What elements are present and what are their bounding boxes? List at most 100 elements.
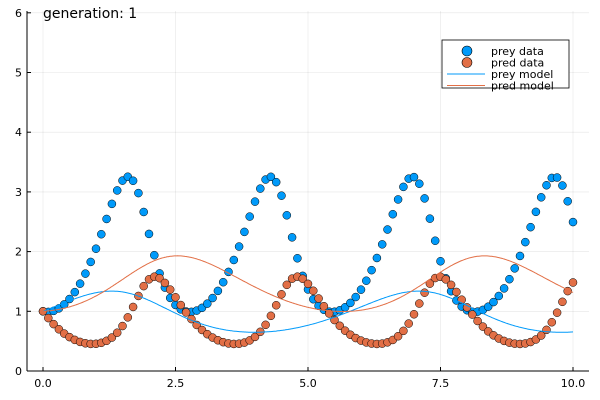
data-point bbox=[70, 287, 80, 297]
legend-label: prey model bbox=[491, 68, 553, 81]
data-point bbox=[165, 285, 175, 294]
data-point bbox=[415, 179, 424, 188]
legend-label: prey data bbox=[491, 45, 544, 58]
data-point bbox=[510, 264, 519, 273]
data-point bbox=[229, 255, 239, 265]
data-point bbox=[473, 316, 482, 326]
y-tick-label: 0 bbox=[15, 365, 22, 378]
model-line bbox=[42, 255, 574, 312]
data-point bbox=[563, 197, 572, 206]
data-point bbox=[213, 286, 223, 296]
data-point bbox=[266, 311, 276, 321]
data-point bbox=[287, 233, 297, 242]
data-point bbox=[430, 236, 440, 245]
x-tick-label: 2.5 bbox=[167, 377, 185, 390]
data-point bbox=[383, 225, 392, 234]
data-point bbox=[160, 278, 170, 288]
y-tick-label: 6 bbox=[15, 7, 22, 20]
data-point bbox=[489, 297, 498, 307]
data-point bbox=[314, 294, 323, 303]
data-point bbox=[441, 275, 451, 284]
data-point bbox=[399, 182, 408, 192]
data-point bbox=[176, 300, 186, 310]
data-point bbox=[118, 321, 127, 331]
data-point bbox=[134, 188, 143, 198]
data-point bbox=[372, 253, 382, 263]
data-point bbox=[218, 277, 228, 287]
data-point bbox=[542, 181, 551, 190]
y-tick-label: 3 bbox=[15, 186, 22, 199]
y-tick-label: 1 bbox=[15, 305, 22, 318]
data-point bbox=[409, 310, 419, 319]
data-point bbox=[356, 285, 366, 294]
data-point bbox=[409, 172, 419, 182]
data-point bbox=[245, 212, 254, 221]
data-point bbox=[112, 186, 122, 195]
data-point bbox=[468, 310, 477, 319]
data-point bbox=[49, 319, 58, 329]
data-point bbox=[478, 322, 488, 331]
data-point bbox=[155, 273, 164, 283]
data-point bbox=[404, 319, 413, 328]
data-point bbox=[446, 280, 456, 290]
data-point bbox=[181, 308, 191, 317]
data-point bbox=[271, 177, 281, 187]
data-point bbox=[282, 280, 292, 290]
data-point bbox=[319, 301, 329, 311]
legend-marker-icon bbox=[461, 57, 473, 68]
data-point bbox=[494, 291, 504, 301]
data-point bbox=[425, 214, 435, 223]
data-point bbox=[552, 173, 562, 182]
data-point bbox=[388, 209, 398, 219]
x-tick-label: 0.0 bbox=[34, 377, 52, 390]
legend-label: pred model bbox=[491, 80, 554, 93]
data-point bbox=[234, 242, 244, 251]
data-point bbox=[250, 332, 260, 342]
data-point bbox=[415, 299, 424, 308]
data-point bbox=[526, 222, 535, 232]
data-point bbox=[271, 301, 281, 310]
data-point bbox=[298, 274, 307, 283]
data-point bbox=[499, 284, 509, 293]
chart-title: generation: 1 bbox=[43, 6, 137, 22]
data-point bbox=[112, 328, 122, 337]
data-point bbox=[139, 207, 148, 217]
data-point bbox=[536, 193, 546, 202]
data-point bbox=[367, 265, 376, 275]
legend-marker-icon bbox=[461, 45, 473, 57]
y-tick-label: 5 bbox=[15, 67, 22, 80]
data-point bbox=[256, 184, 265, 193]
data-point bbox=[335, 321, 345, 331]
data-point bbox=[558, 181, 567, 190]
data-point bbox=[97, 229, 106, 239]
data-point bbox=[240, 227, 249, 237]
data-point bbox=[277, 191, 286, 200]
data-point bbox=[128, 176, 138, 186]
data-point bbox=[552, 308, 562, 317]
model-line bbox=[42, 290, 574, 333]
data-point bbox=[515, 251, 525, 261]
data-point bbox=[309, 286, 318, 296]
data-point bbox=[107, 333, 117, 342]
data-point bbox=[293, 254, 302, 263]
data-point bbox=[399, 326, 408, 336]
data-point bbox=[44, 313, 53, 323]
series-pred-data bbox=[38, 272, 578, 349]
data-point bbox=[377, 240, 387, 249]
data-point bbox=[558, 297, 567, 307]
data-point bbox=[303, 279, 313, 289]
data-point bbox=[144, 229, 154, 239]
y-tick-label: 2 bbox=[15, 246, 22, 259]
data-point bbox=[203, 299, 212, 308]
series-prey-model bbox=[42, 290, 574, 333]
data-point bbox=[128, 302, 138, 312]
x-tick-label: 7.5 bbox=[432, 377, 450, 390]
data-point bbox=[139, 281, 148, 291]
data-point bbox=[208, 293, 217, 303]
data-point bbox=[123, 313, 133, 322]
data-point bbox=[568, 278, 578, 287]
x-tick-label: 5.0 bbox=[299, 377, 317, 390]
data-point bbox=[393, 195, 403, 204]
